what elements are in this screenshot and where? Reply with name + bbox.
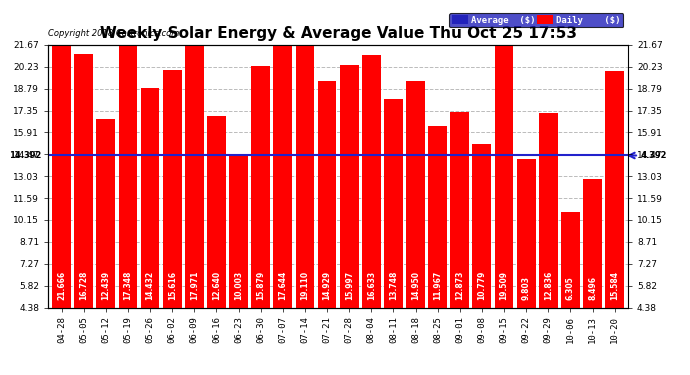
- Bar: [451, 112, 469, 308]
- Text: 12.836: 12.836: [544, 271, 553, 300]
- Text: 14.432: 14.432: [146, 271, 155, 300]
- Text: 15.616: 15.616: [168, 271, 177, 300]
- Bar: [185, 34, 204, 308]
- Bar: [473, 144, 491, 308]
- Bar: [207, 116, 226, 308]
- Text: 15.879: 15.879: [256, 271, 265, 300]
- Bar: [583, 178, 602, 308]
- Bar: [273, 40, 292, 308]
- Bar: [97, 118, 115, 308]
- Bar: [561, 212, 580, 308]
- Text: 15.584: 15.584: [610, 271, 619, 300]
- Bar: [229, 156, 248, 308]
- Bar: [605, 71, 624, 308]
- Bar: [339, 64, 359, 308]
- Bar: [119, 44, 137, 308]
- Text: 14.950: 14.950: [411, 271, 420, 300]
- Bar: [295, 17, 315, 307]
- Text: 19.110: 19.110: [300, 271, 309, 300]
- Bar: [517, 159, 535, 308]
- Text: 12.873: 12.873: [455, 270, 464, 300]
- Bar: [141, 88, 159, 308]
- Text: 12.640: 12.640: [212, 271, 221, 300]
- Text: 21.666: 21.666: [57, 271, 66, 300]
- Text: 13.748: 13.748: [389, 270, 398, 300]
- Bar: [251, 66, 270, 308]
- Bar: [362, 55, 381, 308]
- Bar: [406, 81, 425, 308]
- Text: 8.496: 8.496: [588, 276, 597, 300]
- Bar: [428, 126, 447, 308]
- Bar: [163, 70, 181, 308]
- Legend: Average  ($), Daily    ($): Average ($), Daily ($): [449, 13, 623, 27]
- Text: 9.803: 9.803: [522, 276, 531, 300]
- Text: 16.633: 16.633: [367, 271, 376, 300]
- Bar: [539, 112, 558, 308]
- Text: 12.439: 12.439: [101, 271, 110, 300]
- Text: Copyright 2018 Cartronics.com: Copyright 2018 Cartronics.com: [48, 29, 179, 38]
- Text: 16.728: 16.728: [79, 270, 88, 300]
- Text: 10.003: 10.003: [234, 271, 243, 300]
- Text: 10.779: 10.779: [477, 270, 486, 300]
- Text: 15.997: 15.997: [345, 271, 354, 300]
- Title: Weekly Solar Energy & Average Value Thu Oct 25 17:53: Weekly Solar Energy & Average Value Thu …: [99, 26, 577, 41]
- Text: 4.392: 4.392: [640, 151, 667, 160]
- Bar: [75, 54, 93, 307]
- Text: 14.392: 14.392: [9, 151, 41, 160]
- Bar: [317, 81, 337, 308]
- Bar: [52, 0, 71, 308]
- Bar: [495, 11, 513, 308]
- Text: 11.967: 11.967: [433, 271, 442, 300]
- Text: 19.509: 19.509: [500, 271, 509, 300]
- Text: 6.305: 6.305: [566, 276, 575, 300]
- Text: 17.348: 17.348: [124, 270, 132, 300]
- Text: 14.929: 14.929: [322, 271, 331, 300]
- Bar: [384, 99, 403, 308]
- Text: 17.971: 17.971: [190, 270, 199, 300]
- Text: 17.644: 17.644: [278, 271, 287, 300]
